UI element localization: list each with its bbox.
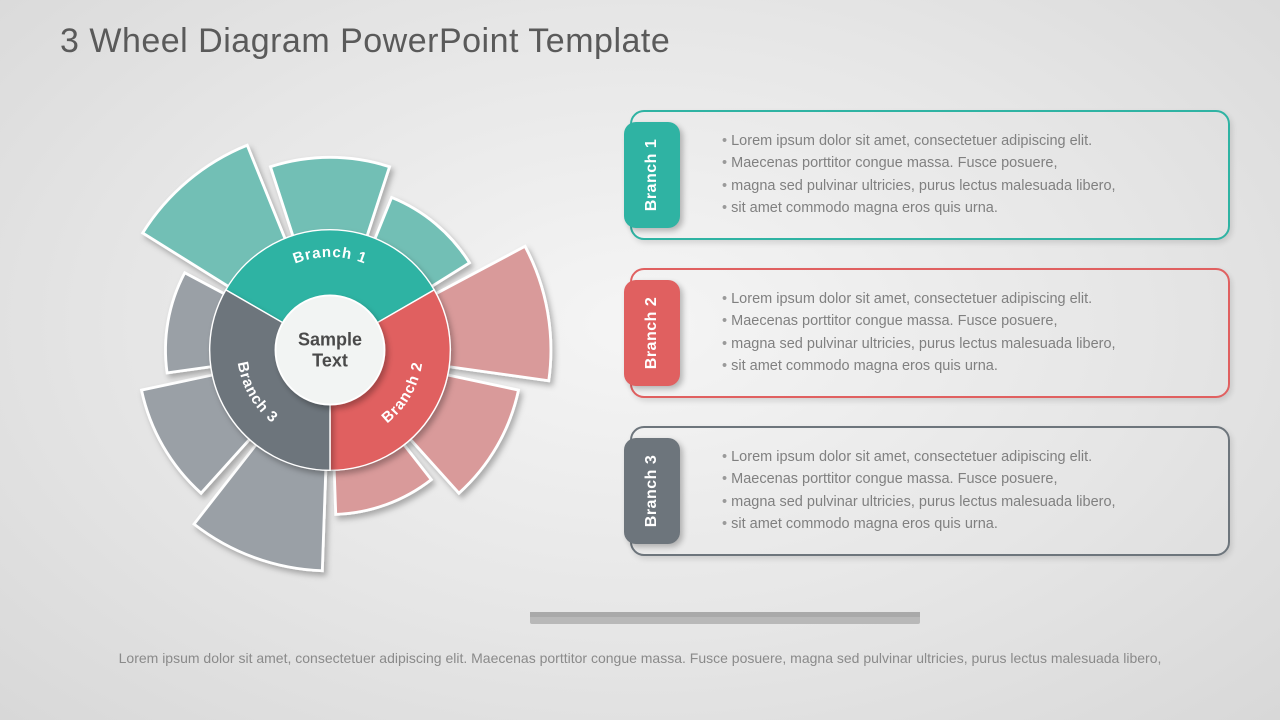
branch-card: Branch 1 Lorem ipsum dolor sit amet, cons…	[630, 110, 1230, 240]
bullet-item: magna sed pulvinar ultricies, purus lect…	[722, 491, 1206, 513]
branch-card-tab: Branch 2	[624, 280, 680, 386]
cards-column: Branch 1 Lorem ipsum dolor sit amet, cons…	[630, 110, 1230, 584]
bullet-item: Maecenas porttitor congue massa. Fusce p…	[722, 310, 1206, 332]
wheel-diagram: Branch 1Branch 2Branch 3 Sample Text	[95, 115, 565, 585]
bullet-item: magna sed pulvinar ultricies, purus lect…	[722, 175, 1206, 197]
branch-card-tab: Branch 3	[624, 438, 680, 544]
bullet-item: magna sed pulvinar ultricies, purus lect…	[722, 333, 1206, 355]
center-label-line2: Text	[312, 350, 348, 370]
branch-card-tab: Branch 1	[624, 122, 680, 228]
scrollbar-track	[530, 612, 920, 617]
branch-card: Branch 3 Lorem ipsum dolor sit amet, cons…	[630, 426, 1230, 556]
bullet-item: sit amet commodo magna eros quis urna.	[722, 513, 1206, 535]
branch-card-bullets: Lorem ipsum dolor sit amet, consectetuer…	[722, 288, 1206, 378]
footer-text: Lorem ipsum dolor sit amet, consectetuer…	[0, 648, 1280, 669]
center-label-line1: Sample	[298, 329, 362, 349]
branch-card-tab-label: Branch 1	[643, 139, 661, 211]
wheel-center-label: Sample Text	[298, 329, 362, 370]
bullet-item: Maecenas porttitor congue massa. Fusce p…	[722, 152, 1206, 174]
bullet-item: Lorem ipsum dolor sit amet, consectetuer…	[722, 288, 1206, 310]
branch-card: Branch 2 Lorem ipsum dolor sit amet, cons…	[630, 268, 1230, 398]
bullet-item: Maecenas porttitor congue massa. Fusce p…	[722, 468, 1206, 490]
bullet-item: Lorem ipsum dolor sit amet, consectetuer…	[722, 130, 1206, 152]
bullet-item: sit amet commodo magna eros quis urna.	[722, 197, 1206, 219]
bullet-item: Lorem ipsum dolor sit amet, consectetuer…	[722, 446, 1206, 468]
branch-card-tab-label: Branch 2	[643, 297, 661, 369]
scrollbar-decoration	[530, 612, 920, 624]
page-title: 3 Wheel Diagram PowerPoint Template	[60, 22, 670, 61]
branch-card-bullets: Lorem ipsum dolor sit amet, consectetuer…	[722, 446, 1206, 536]
branch-card-bullets: Lorem ipsum dolor sit amet, consectetuer…	[722, 130, 1206, 220]
bullet-item: sit amet commodo magna eros quis urna.	[722, 355, 1206, 377]
branch-card-tab-label: Branch 3	[643, 454, 661, 526]
